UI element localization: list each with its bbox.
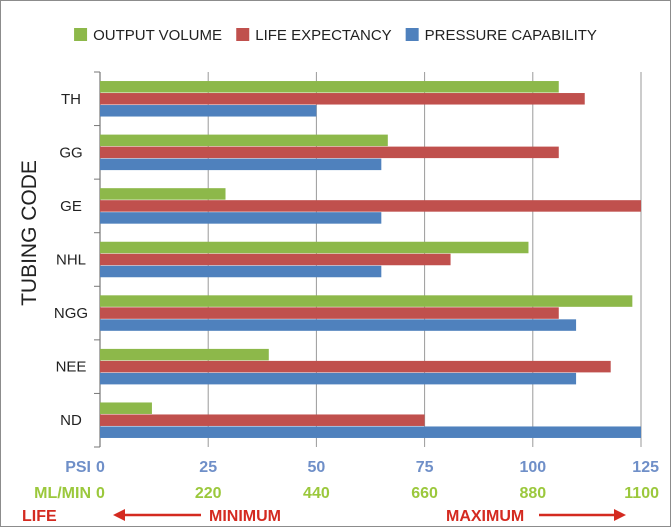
- x-tick-label: 75: [416, 459, 434, 476]
- bar: [100, 265, 382, 278]
- life-maximum-label: MAXIMUM: [446, 508, 524, 525]
- x-tick-label: 440: [303, 485, 330, 502]
- x-tick-label: 880: [519, 485, 546, 502]
- category-label: GE: [60, 198, 82, 215]
- bar: [100, 81, 559, 93]
- legend-label: PRESSURE CAPABILITY: [425, 27, 597, 44]
- bar: [100, 212, 382, 224]
- x-tick-label: 1100: [624, 485, 659, 502]
- x-tick-label: 0: [96, 485, 105, 502]
- x-tick-label: 220: [195, 485, 222, 502]
- bar: [100, 188, 226, 200]
- y-axis-title: TUBING CODE: [18, 160, 41, 306]
- x-tick-label: 660: [411, 485, 438, 502]
- category-label: ND: [60, 412, 82, 429]
- x-tick-label: 25: [199, 459, 217, 476]
- x-tick-label: 125: [632, 459, 659, 476]
- bar: [100, 295, 633, 307]
- category-labels: TH GG GE NHL NGG NEE ND: [54, 91, 88, 429]
- bar: [100, 372, 577, 385]
- legend-swatch: [74, 28, 88, 41]
- bar: [100, 134, 388, 147]
- bar: [100, 158, 382, 171]
- grid: [94, 71, 642, 448]
- bar: [100, 426, 641, 438]
- bar: [100, 146, 559, 159]
- x-tick-label: 50: [308, 459, 326, 476]
- legend-label: OUTPUT VOLUME: [93, 27, 222, 44]
- category-label: TH: [61, 91, 81, 108]
- bar: [100, 105, 317, 117]
- life-scale: LIFE MINIMUM MAXIMUM: [22, 508, 626, 525]
- category-label: GG: [59, 144, 82, 161]
- life-label: LIFE: [22, 508, 57, 525]
- legend-swatch: [405, 28, 419, 41]
- category-label: NHL: [56, 252, 86, 269]
- arrowhead-right-icon: [614, 509, 626, 521]
- bar: [100, 307, 559, 319]
- x-axis-title: ML/MIN: [34, 485, 91, 502]
- bar: [100, 93, 585, 105]
- legend-label: LIFE EXPECTANCY: [255, 27, 391, 44]
- legend-swatch: [236, 28, 250, 41]
- life-minimum-label: MINIMUM: [209, 508, 281, 525]
- x-axes: PSI 0 25 50 75 100 125 ML/MIN 0 220 440 660 880 1100: [34, 459, 659, 502]
- x-axis-title: PSI: [65, 459, 91, 476]
- bar: [100, 319, 577, 331]
- x-tick-label: 100: [519, 459, 546, 476]
- category-label: NEE: [56, 359, 87, 376]
- x-tick-label: 0: [96, 459, 105, 476]
- category-label: NGG: [54, 305, 88, 322]
- bar: [100, 253, 451, 266]
- arrowhead-left-icon: [113, 509, 125, 521]
- bar: [100, 402, 152, 414]
- bar: [100, 241, 529, 254]
- bar: [100, 348, 269, 361]
- bar: [100, 360, 611, 373]
- bar: [100, 200, 641, 212]
- bar: [100, 414, 425, 426]
- bars: [100, 81, 641, 438]
- legend: OUTPUT VOLUME LIFE EXPECTANCY PRESSURE CAP…: [74, 27, 597, 44]
